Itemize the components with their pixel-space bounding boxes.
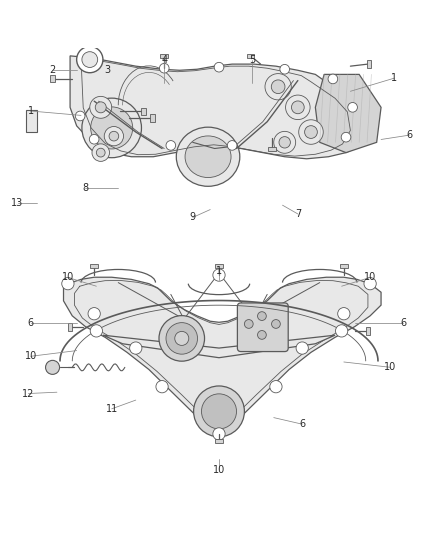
Circle shape [364,278,376,290]
Circle shape [46,360,60,374]
Text: 1: 1 [216,266,222,276]
Circle shape [91,107,133,149]
Text: 10: 10 [25,351,37,361]
Text: 10: 10 [213,465,225,475]
Text: 10: 10 [364,272,376,282]
Bar [215,439,223,443]
Circle shape [166,322,198,354]
Circle shape [159,63,169,73]
Bar [141,108,146,115]
Circle shape [270,381,282,393]
Bar [215,264,223,268]
Circle shape [130,342,142,354]
Polygon shape [70,56,368,159]
Text: 1: 1 [391,73,397,83]
Circle shape [201,394,237,429]
Circle shape [274,131,296,154]
Circle shape [328,74,338,84]
Circle shape [258,312,266,320]
Circle shape [272,320,280,328]
Circle shape [175,332,189,345]
Text: 9: 9 [190,213,196,222]
Circle shape [338,308,350,320]
Circle shape [279,136,290,148]
Circle shape [227,141,237,150]
Circle shape [213,428,225,440]
Circle shape [81,58,90,68]
Ellipse shape [176,127,240,187]
Bar [160,54,168,59]
Circle shape [104,126,124,146]
Text: 5: 5 [249,55,255,65]
Circle shape [280,64,290,74]
Circle shape [341,132,351,142]
Bar [26,110,37,132]
Polygon shape [103,335,335,358]
Bar [50,75,55,83]
Text: 10: 10 [62,272,74,282]
Text: 6: 6 [28,318,34,328]
Text: 2: 2 [49,65,56,75]
Circle shape [75,111,85,121]
Circle shape [166,141,176,150]
Bar [150,114,155,122]
Text: 6: 6 [400,318,406,328]
Polygon shape [64,277,381,434]
Circle shape [159,316,205,361]
Bar [90,264,98,268]
Circle shape [89,134,99,144]
Circle shape [88,308,100,320]
Circle shape [291,101,304,114]
Text: 6: 6 [406,130,413,140]
Bar [247,54,254,59]
Bar [367,60,371,68]
Circle shape [77,46,103,72]
Circle shape [286,95,310,119]
Circle shape [299,120,323,144]
Circle shape [96,148,105,157]
Circle shape [304,126,318,139]
Circle shape [82,52,98,68]
Circle shape [244,320,253,328]
Circle shape [194,386,244,437]
Circle shape [156,381,168,393]
Text: 4: 4 [161,55,167,65]
Circle shape [109,131,119,141]
Ellipse shape [185,136,231,177]
Circle shape [265,74,291,100]
Circle shape [336,325,348,337]
Circle shape [271,80,285,94]
Bar [366,327,370,335]
Circle shape [296,342,308,354]
Circle shape [92,144,110,161]
Circle shape [258,330,266,340]
Text: 10: 10 [384,362,396,372]
FancyBboxPatch shape [237,303,288,352]
Bar [268,147,276,151]
Bar [340,264,348,268]
Text: 7: 7 [295,209,301,219]
Circle shape [213,269,225,281]
Text: 1: 1 [28,106,34,116]
Text: 8: 8 [82,183,88,192]
Circle shape [348,102,357,112]
Text: 12: 12 [22,389,35,399]
Circle shape [62,278,74,290]
Text: 6: 6 [299,419,305,429]
Circle shape [90,325,102,337]
Circle shape [95,102,106,113]
Bar [68,322,72,330]
Text: 13: 13 [11,198,24,208]
Text: 3: 3 [104,65,110,75]
Circle shape [90,96,112,118]
Polygon shape [315,75,381,152]
Circle shape [82,98,141,158]
Text: 11: 11 [106,404,118,414]
Circle shape [214,62,224,72]
